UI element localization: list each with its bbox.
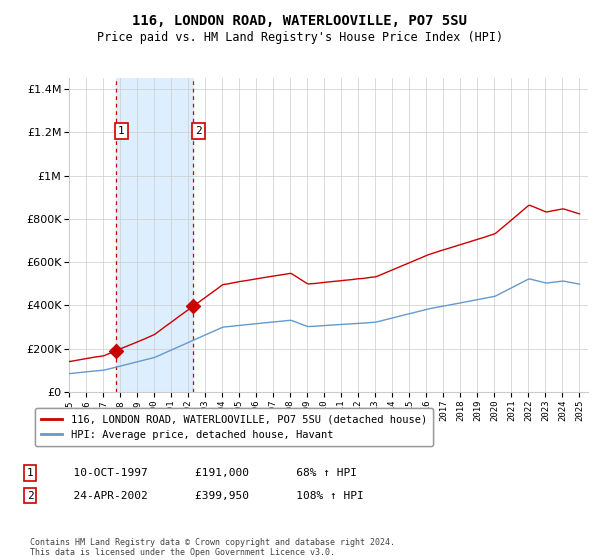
Text: 10-OCT-1997       £191,000       68% ↑ HPI: 10-OCT-1997 £191,000 68% ↑ HPI	[60, 468, 357, 478]
Text: 116, LONDON ROAD, WATERLOOVILLE, PO7 5SU: 116, LONDON ROAD, WATERLOOVILLE, PO7 5SU	[133, 14, 467, 28]
Text: Contains HM Land Registry data © Crown copyright and database right 2024.
This d: Contains HM Land Registry data © Crown c…	[30, 538, 395, 557]
Text: 2: 2	[26, 491, 34, 501]
Point	[112, 346, 121, 355]
Bar	[116, 78, 193, 392]
Text: 2: 2	[195, 126, 202, 136]
Legend: 116, LONDON ROAD, WATERLOOVILLE, PO7 5SU (detached house), HPI: Average price, d: 116, LONDON ROAD, WATERLOOVILLE, PO7 5SU…	[35, 408, 433, 446]
Text: 24-APR-2002       £399,950       108% ↑ HPI: 24-APR-2002 £399,950 108% ↑ HPI	[60, 491, 364, 501]
Text: 1: 1	[118, 126, 125, 136]
Point	[188, 301, 198, 310]
Text: Price paid vs. HM Land Registry's House Price Index (HPI): Price paid vs. HM Land Registry's House …	[97, 31, 503, 44]
Text: 1: 1	[26, 468, 34, 478]
